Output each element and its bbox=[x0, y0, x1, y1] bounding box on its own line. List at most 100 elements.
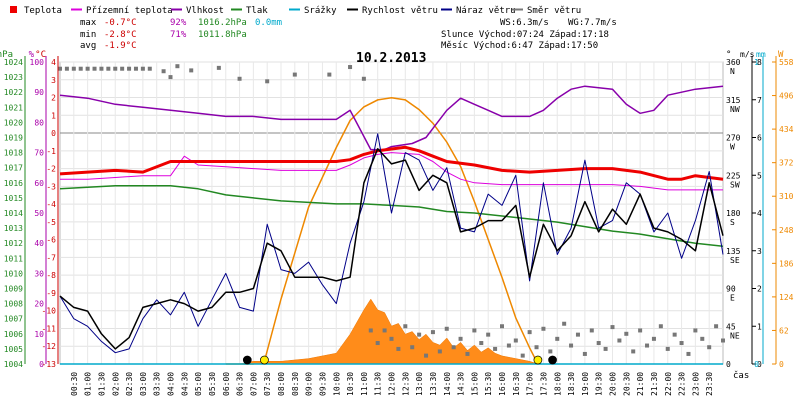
direction-tick: 0 bbox=[726, 360, 731, 369]
stat-max-hum: 92% bbox=[170, 18, 187, 28]
stat-min-hum: 71% bbox=[170, 30, 187, 40]
direction-tick: 180 bbox=[726, 209, 741, 218]
pressure-axis-tick: 1022 bbox=[4, 88, 23, 97]
wind-speed-line bbox=[59, 148, 724, 350]
stat-avg-temp: -1.9°C bbox=[104, 41, 137, 51]
wind-direction-point bbox=[479, 341, 484, 346]
direction-cardinal: NE bbox=[730, 331, 740, 340]
wind-direction-point bbox=[541, 326, 546, 331]
temperature-axis-tick: -7 bbox=[46, 253, 56, 262]
sun-moon-marker bbox=[260, 355, 269, 365]
x-tick-label: 20:30 bbox=[622, 372, 631, 396]
wind-direction-point bbox=[99, 66, 104, 71]
direction-unit: ° bbox=[726, 50, 731, 60]
x-tick-label: 01:30 bbox=[97, 372, 106, 396]
wind-direction-point bbox=[638, 328, 643, 333]
legend-label: Vlhkost bbox=[186, 6, 224, 16]
wind-direction-point bbox=[596, 341, 601, 346]
wind-direction-point bbox=[651, 336, 656, 341]
pressure-axis-tick: 1006 bbox=[4, 330, 23, 339]
legend-label: Směr větru bbox=[527, 6, 581, 16]
x-tick-label: 15:00 bbox=[470, 372, 479, 396]
wind-direction-point bbox=[500, 324, 504, 329]
humidity-axis-tick: 70 bbox=[34, 149, 44, 158]
pressure-axis-tick: 1019 bbox=[4, 134, 23, 143]
wind-direction-point bbox=[569, 343, 574, 348]
rain-tick: 1 bbox=[754, 58, 759, 67]
humidity-axis-tick: 40 bbox=[34, 239, 44, 248]
pressure-axis-tick: 1014 bbox=[4, 209, 23, 218]
wind-direction-point bbox=[424, 353, 429, 358]
legend-label: Přízemní teplota bbox=[86, 6, 173, 16]
x-tick-label: 03:30 bbox=[153, 372, 162, 396]
direction-tick: 135 bbox=[726, 247, 741, 256]
wind-tick: 0 bbox=[757, 360, 762, 369]
legend-label: Rychlost větru bbox=[362, 6, 438, 16]
x-tick-label: 20:00 bbox=[609, 372, 618, 396]
stat-max-press: 1016.2hPa bbox=[198, 18, 247, 28]
pressure-axis-tick: 1004 bbox=[4, 360, 23, 369]
wind-direction-point bbox=[548, 349, 553, 354]
wind-direction-point bbox=[617, 338, 622, 343]
solar-tick: 186 bbox=[779, 259, 794, 268]
pressure-axis-tick: 1012 bbox=[4, 239, 23, 248]
wind-direction-point bbox=[631, 349, 636, 354]
wind-tick: 2 bbox=[757, 285, 762, 294]
wind-direction-point bbox=[672, 332, 677, 337]
humidity-axis-tick: 10 bbox=[34, 330, 44, 339]
x-tick-label: 22:30 bbox=[678, 372, 687, 396]
solar-tick: 124 bbox=[779, 293, 794, 302]
direction-cardinal: SE bbox=[730, 256, 740, 265]
wind-direction-point bbox=[700, 336, 705, 341]
wind-direction-point bbox=[382, 328, 387, 333]
wind-direction-point bbox=[506, 343, 511, 348]
solar-measured-area bbox=[239, 298, 538, 365]
x-tick-label: 04:30 bbox=[180, 372, 189, 396]
temperature-line bbox=[59, 145, 724, 181]
wind-direction-point bbox=[417, 332, 422, 337]
wind-direction-point bbox=[472, 328, 477, 333]
wind-direction-point bbox=[237, 76, 242, 81]
wind-direction-point bbox=[78, 66, 83, 71]
chart-title: 10.2.2013 bbox=[356, 51, 426, 66]
humidity-axis-tick: 90 bbox=[34, 88, 44, 97]
sun-moon-marker bbox=[548, 355, 557, 365]
wind-direction-point bbox=[113, 66, 118, 71]
pressure-axis-tick: 1024 bbox=[4, 58, 23, 67]
legend-label: Teplota bbox=[24, 6, 62, 16]
humidity-axis-tick: 50 bbox=[34, 209, 44, 218]
wind-direction-point bbox=[527, 330, 532, 335]
temperature-axis-tick: -12 bbox=[42, 342, 57, 351]
wind-direction-point bbox=[679, 341, 684, 346]
wind-direction-point bbox=[106, 66, 111, 71]
temperature-axis-tick: 0 bbox=[51, 129, 56, 138]
temperature-axis-unit: °C bbox=[35, 50, 46, 60]
wind-gust-line bbox=[59, 133, 724, 354]
wind-direction-point bbox=[603, 346, 608, 351]
x-tick-label: 15:30 bbox=[484, 372, 493, 396]
solar-tick: 496 bbox=[779, 92, 794, 101]
solar-tick: 434 bbox=[779, 125, 794, 134]
stat-wg: WG:7.7m/s bbox=[568, 18, 617, 28]
wind-direction-point bbox=[707, 345, 712, 350]
wind-tick: 1 bbox=[757, 322, 762, 331]
x-tick-label: 16:00 bbox=[498, 372, 507, 396]
wind-direction-point bbox=[686, 351, 691, 356]
rain-unit: mm bbox=[756, 50, 766, 59]
pressure-axis-tick: 1011 bbox=[4, 254, 23, 263]
sun-moon-marker bbox=[533, 355, 543, 365]
temperature-axis-tick: -4 bbox=[46, 200, 56, 209]
pressure-axis-tick: 1008 bbox=[4, 300, 23, 309]
humidity-axis-tick: 20 bbox=[34, 300, 44, 309]
wind-direction-layer bbox=[58, 64, 725, 358]
pressure-axis-tick: 1013 bbox=[4, 224, 23, 233]
pressure-axis-tick: 1015 bbox=[4, 194, 23, 203]
direction-cardinal: S bbox=[730, 218, 735, 227]
wind-direction-point bbox=[368, 328, 373, 333]
x-tick-label: 01:00 bbox=[84, 372, 93, 396]
direction-cardinal: NW bbox=[730, 105, 740, 114]
pressure-axis-unit: hPa bbox=[0, 50, 13, 60]
temperature-axis-tick: -9 bbox=[46, 289, 56, 298]
x-tick-label: 05:00 bbox=[194, 372, 203, 396]
x-tick-label: 09:00 bbox=[305, 372, 314, 396]
